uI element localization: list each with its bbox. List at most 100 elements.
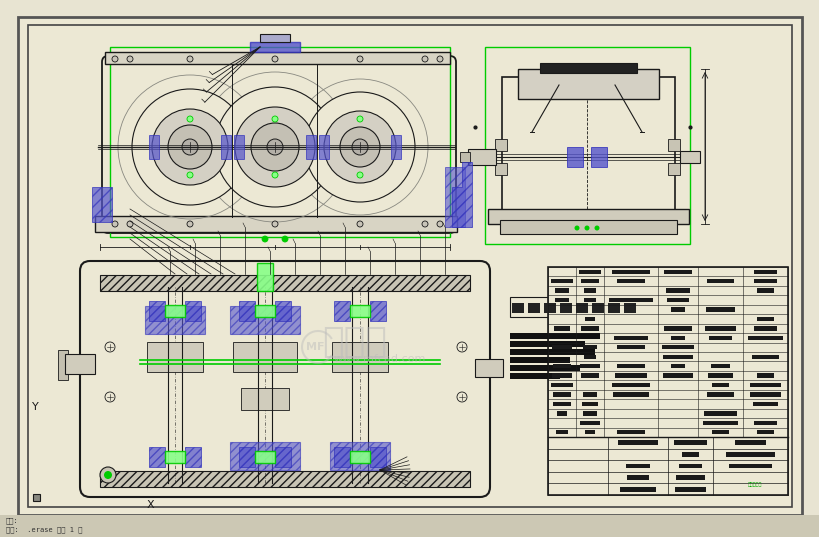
Bar (274, 447, 291, 467)
Bar (566, 147, 582, 167)
Bar (582, 345, 596, 350)
Circle shape (272, 116, 278, 122)
Bar (749, 383, 781, 387)
Bar (554, 288, 568, 293)
Bar (590, 147, 606, 167)
Bar (333, 301, 350, 321)
Bar (58, 350, 68, 380)
Bar (509, 297, 639, 317)
Bar (728, 463, 771, 468)
Text: 二级减速器: 二级减速器 (747, 482, 762, 487)
Bar (229, 442, 300, 470)
Bar (756, 430, 773, 434)
Bar (238, 447, 255, 467)
Bar (229, 306, 300, 334)
Bar (145, 306, 205, 334)
Bar (751, 354, 778, 359)
Circle shape (152, 109, 228, 185)
Circle shape (305, 92, 414, 202)
Bar (753, 279, 776, 284)
Bar (667, 163, 679, 175)
Bar (540, 63, 636, 73)
Bar (553, 326, 569, 330)
Text: Y: Y (32, 402, 38, 412)
Bar (679, 151, 699, 163)
Bar (611, 270, 649, 274)
Bar (329, 442, 390, 470)
Bar (487, 209, 688, 224)
Circle shape (584, 226, 589, 230)
Bar (147, 342, 203, 372)
Bar (582, 411, 596, 416)
Circle shape (422, 56, 428, 62)
Circle shape (324, 111, 396, 183)
Bar (255, 305, 274, 317)
Bar (584, 354, 595, 359)
Bar (250, 42, 300, 52)
Bar (100, 275, 469, 291)
Circle shape (104, 471, 112, 479)
Circle shape (594, 226, 599, 230)
Bar (28, 25, 791, 507)
Circle shape (356, 56, 363, 62)
Bar (578, 270, 600, 274)
Bar (753, 402, 776, 406)
Bar (165, 451, 185, 463)
Bar (617, 430, 644, 434)
Polygon shape (451, 162, 472, 227)
Circle shape (100, 467, 115, 483)
Bar (617, 345, 644, 350)
Bar (369, 301, 386, 321)
Bar (495, 163, 506, 175)
Bar (474, 359, 502, 377)
Circle shape (282, 236, 287, 242)
Bar (670, 336, 684, 340)
Bar (626, 463, 649, 468)
FancyBboxPatch shape (102, 56, 455, 233)
Bar (221, 135, 231, 159)
Bar (559, 303, 572, 313)
Circle shape (127, 221, 133, 227)
Bar (509, 365, 579, 371)
Bar (468, 149, 495, 165)
Bar (274, 301, 291, 321)
Bar (612, 383, 649, 387)
Text: 命令:: 命令: (6, 518, 19, 524)
Circle shape (356, 116, 363, 122)
Bar (550, 279, 572, 284)
Circle shape (112, 56, 118, 62)
Bar (95, 216, 456, 232)
Bar (665, 288, 689, 293)
Bar (670, 307, 685, 311)
Bar (674, 487, 705, 491)
Bar (233, 342, 296, 372)
Bar (100, 471, 469, 487)
Bar (551, 345, 572, 350)
Bar (753, 326, 776, 330)
Circle shape (215, 87, 335, 207)
Bar (753, 420, 776, 425)
Bar (459, 152, 469, 162)
Bar (663, 326, 691, 330)
Bar (241, 388, 288, 410)
Bar (707, 374, 732, 378)
Bar (509, 357, 569, 363)
Bar (391, 135, 400, 159)
Circle shape (456, 342, 467, 352)
Circle shape (437, 221, 442, 227)
Bar (350, 451, 369, 463)
Bar (543, 303, 555, 313)
Circle shape (168, 125, 212, 169)
Circle shape (187, 56, 192, 62)
Bar (149, 447, 165, 467)
Bar (110, 47, 450, 237)
Text: www.mfcad.com: www.mfcad.com (333, 354, 426, 364)
Bar (582, 393, 596, 397)
Bar (185, 447, 201, 467)
Circle shape (422, 221, 428, 227)
Circle shape (187, 221, 192, 227)
Bar (149, 301, 165, 321)
Bar (617, 440, 658, 445)
Bar (584, 317, 595, 321)
Bar (581, 402, 598, 406)
